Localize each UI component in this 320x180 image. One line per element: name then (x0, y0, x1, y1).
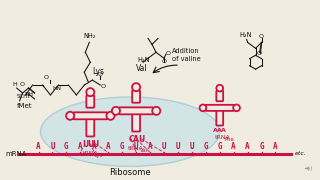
FancyBboxPatch shape (132, 90, 140, 103)
Text: H₂N: H₂N (138, 57, 150, 63)
Text: NH₂: NH₂ (83, 33, 96, 39)
Text: G: G (64, 142, 69, 151)
Text: Val: Val (136, 64, 148, 73)
Text: tRNA: tRNA (215, 135, 230, 140)
Text: A: A (106, 142, 110, 151)
FancyBboxPatch shape (205, 105, 234, 111)
FancyBboxPatch shape (73, 112, 107, 119)
Text: etc.: etc. (294, 151, 306, 156)
Text: A: A (213, 128, 218, 133)
Text: H₂N: H₂N (239, 32, 252, 38)
Text: U: U (87, 140, 93, 149)
FancyBboxPatch shape (86, 117, 94, 136)
Text: Lys: Lys (92, 67, 104, 76)
Text: A: A (273, 142, 278, 151)
Circle shape (107, 112, 115, 120)
Circle shape (216, 85, 223, 91)
Text: U: U (138, 135, 144, 144)
Text: G: G (217, 142, 222, 151)
Text: U: U (50, 142, 55, 151)
Text: A: A (221, 128, 226, 133)
Text: tRNA: tRNA (128, 146, 144, 150)
Text: C: C (128, 135, 134, 144)
Text: G: G (204, 142, 208, 151)
Ellipse shape (41, 97, 220, 166)
Text: H: H (12, 82, 17, 87)
Text: Lys: Lys (94, 152, 102, 158)
Text: O: O (259, 34, 264, 39)
Text: Ribosome: Ribosome (109, 168, 151, 177)
Text: G: G (259, 142, 264, 151)
Text: O: O (257, 51, 262, 56)
Text: O: O (165, 51, 171, 56)
Text: fMet: fMet (17, 103, 32, 109)
Circle shape (66, 112, 74, 120)
Circle shape (112, 107, 120, 115)
Text: A: A (133, 135, 139, 144)
Circle shape (152, 107, 160, 115)
Text: Addition
of valine: Addition of valine (172, 48, 200, 62)
FancyBboxPatch shape (216, 91, 223, 101)
Text: O: O (98, 72, 103, 77)
Text: A: A (92, 142, 97, 151)
Text: G: G (120, 142, 124, 151)
Text: U: U (189, 142, 194, 151)
Text: A: A (217, 128, 222, 133)
Text: A: A (245, 142, 250, 151)
Text: Phe: Phe (225, 137, 235, 142)
Text: O: O (20, 82, 25, 87)
Text: U: U (92, 140, 99, 149)
Text: tRNA: tRNA (82, 150, 98, 156)
FancyBboxPatch shape (86, 95, 94, 108)
Circle shape (86, 88, 94, 96)
Circle shape (132, 83, 140, 91)
Text: ◄)): ◄)) (304, 166, 313, 171)
Text: A: A (78, 142, 83, 151)
Text: O: O (101, 84, 106, 89)
Text: A: A (231, 142, 236, 151)
Text: SCH₃: SCH₃ (17, 94, 30, 99)
Text: U: U (82, 140, 88, 149)
Text: U: U (134, 142, 139, 151)
Circle shape (200, 105, 206, 111)
Text: A: A (36, 142, 41, 151)
FancyBboxPatch shape (216, 109, 223, 125)
Circle shape (233, 105, 240, 111)
Text: A: A (148, 142, 152, 151)
FancyBboxPatch shape (132, 112, 140, 131)
Text: Val: Val (140, 148, 148, 153)
Text: O: O (44, 75, 49, 80)
Text: NH: NH (24, 92, 33, 97)
Text: HN: HN (52, 86, 61, 91)
Text: mRNA: mRNA (6, 152, 27, 158)
Text: U: U (176, 142, 180, 151)
FancyBboxPatch shape (119, 107, 153, 114)
Text: O: O (162, 59, 166, 64)
Text: U: U (162, 142, 166, 151)
